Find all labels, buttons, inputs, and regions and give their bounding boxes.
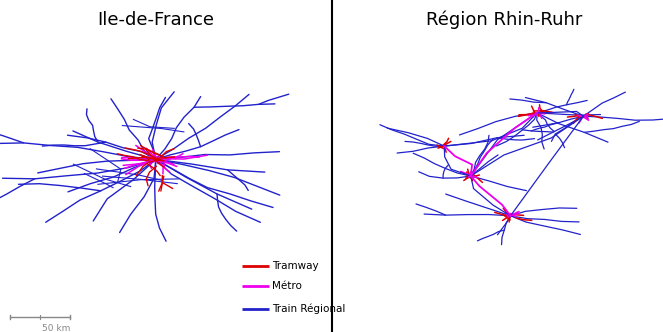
Text: Tramway: Tramway bbox=[272, 261, 318, 271]
Text: Métro: Métro bbox=[272, 281, 302, 290]
Text: 50 km: 50 km bbox=[42, 324, 70, 332]
Text: Région Rhin-Ruhr: Région Rhin-Ruhr bbox=[426, 11, 582, 29]
Text: Train Régional: Train Régional bbox=[272, 303, 345, 314]
Text: Ile-de-France: Ile-de-France bbox=[97, 11, 214, 29]
